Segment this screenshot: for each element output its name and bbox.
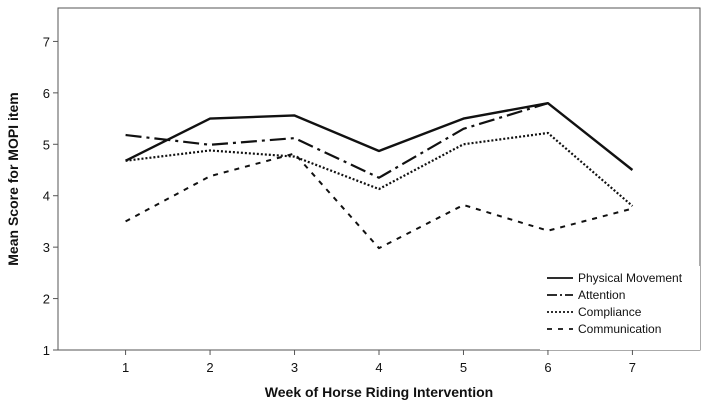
legend-label: Physical Movement xyxy=(578,271,683,285)
x-tick-label: 4 xyxy=(375,360,382,375)
legend: Physical Movement Attention Compliance Comm… xyxy=(540,266,700,350)
series-line-attention xyxy=(125,102,549,179)
y-axis-title: Mean Score for MOPI item xyxy=(5,92,21,265)
x-axis-title: Week of Horse Riding Intervention xyxy=(265,384,493,400)
axes: 1 2 3 4 5 6 7 1 2 3 4 5 6 7 xyxy=(43,34,636,375)
series-line-compliance xyxy=(125,131,634,207)
x-tick-label: 6 xyxy=(544,360,551,375)
legend-box xyxy=(540,266,700,350)
legend-label: Attention xyxy=(578,288,625,302)
y-tick-label: 3 xyxy=(43,240,50,255)
x-tick-label: 3 xyxy=(291,360,298,375)
x-tick-label: 1 xyxy=(122,360,129,375)
x-tick-label: 7 xyxy=(629,360,636,375)
legend-items: Physical Movement Attention Compliance Comm… xyxy=(547,271,683,336)
y-tick-label: 1 xyxy=(43,343,50,358)
x-tick-label: 5 xyxy=(460,360,467,375)
y-tick-label: 5 xyxy=(43,137,50,152)
y-tick-label: 6 xyxy=(43,86,50,101)
series-lines xyxy=(125,101,634,250)
legend-label: Compliance xyxy=(578,305,642,319)
series-line-communication xyxy=(125,152,633,250)
x-tick-label: 2 xyxy=(206,360,213,375)
y-tick-label: 4 xyxy=(43,189,50,204)
y-tick-label: 7 xyxy=(43,34,50,49)
y-tick-label: 2 xyxy=(43,292,50,307)
legend-label: Communication xyxy=(578,322,661,336)
